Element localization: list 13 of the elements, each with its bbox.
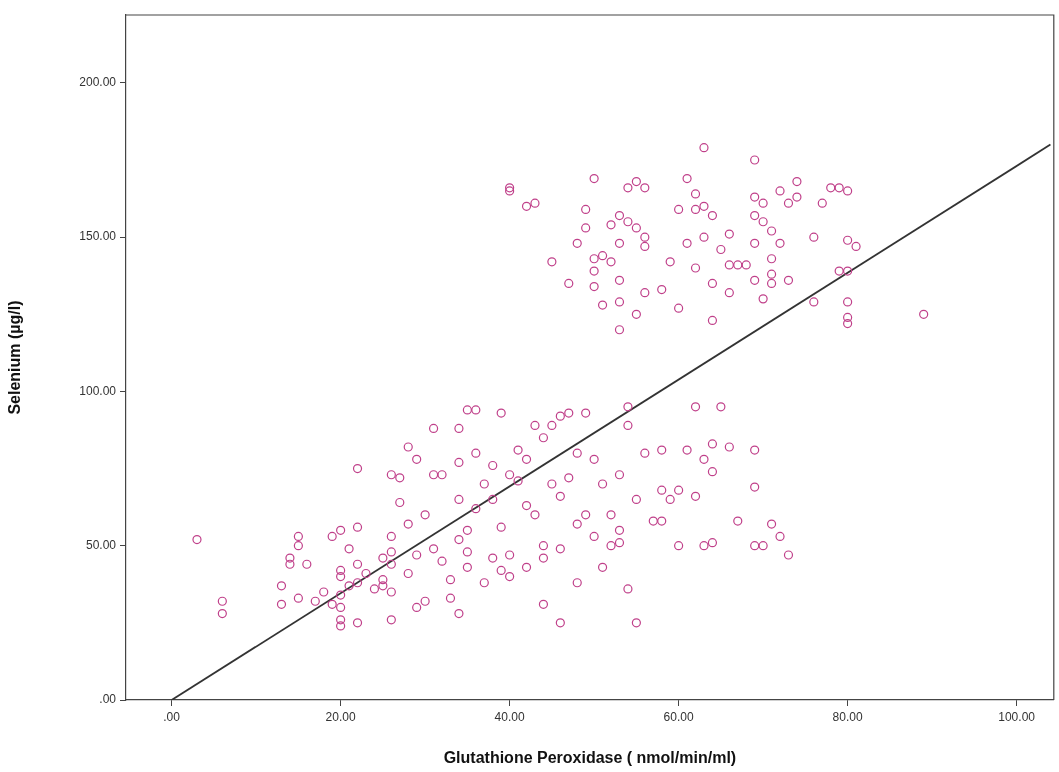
x-tick-label: 20.00 xyxy=(325,709,356,724)
x-tick-label: 40.00 xyxy=(494,709,525,724)
y-tick-label: 200.00 xyxy=(79,75,117,90)
y-tick-label: 100.00 xyxy=(79,383,117,398)
y-tick-label: .00 xyxy=(99,692,117,707)
x-tick-label: 80.00 xyxy=(832,709,863,724)
x-tick-label: 60.00 xyxy=(663,709,694,724)
y-axis-title: Selenium (µg/l) xyxy=(6,300,24,415)
x-axis-title: Glutathione Peroxidase ( nmol/min/ml) xyxy=(443,748,737,766)
y-tick-label: 150.00 xyxy=(79,229,117,244)
x-tick-label: .00 xyxy=(163,709,181,724)
y-tick-label: 50.00 xyxy=(85,538,117,553)
x-tick-label: 100.00 xyxy=(998,709,1036,724)
